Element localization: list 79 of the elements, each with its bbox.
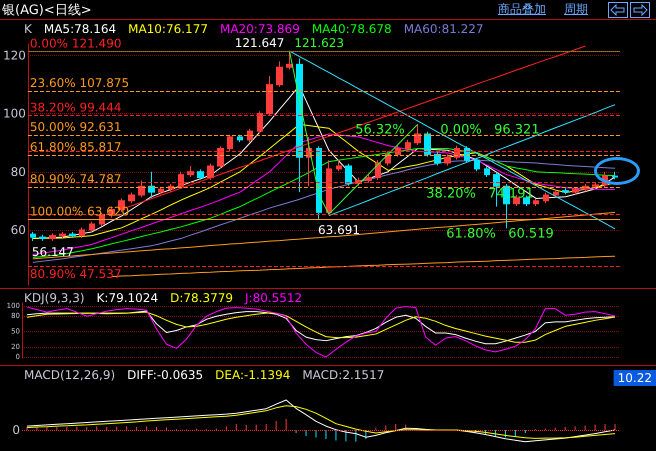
candlestick bbox=[79, 227, 85, 238]
text: MA20:73.869 bbox=[220, 22, 300, 36]
ref-line-label: 23.60% 107.875 bbox=[30, 76, 130, 90]
text: MA40:78.678 bbox=[312, 22, 392, 36]
series-label: D:78.3779 bbox=[170, 291, 233, 305]
legend-title: K bbox=[24, 22, 33, 36]
candlestick bbox=[217, 146, 224, 169]
candlestick bbox=[237, 134, 243, 143]
candlestick bbox=[424, 131, 431, 158]
candlestick bbox=[375, 160, 381, 180]
text: MA60:81.227 bbox=[404, 22, 484, 36]
candlestick bbox=[128, 192, 135, 204]
candlestick bbox=[266, 75, 273, 117]
ref-line-label: 80.90% 47.537 bbox=[30, 267, 122, 282]
candlestick bbox=[276, 60, 283, 88]
candlestick bbox=[553, 189, 559, 198]
line-series bbox=[26, 306, 616, 358]
text: MA10:76.177 bbox=[128, 22, 208, 36]
candlestick bbox=[533, 198, 539, 207]
candlestick bbox=[572, 186, 579, 195]
candlestick bbox=[474, 157, 480, 172]
ref-line-label: 38.20% 99.444 bbox=[30, 100, 122, 114]
series-label: K:79.1024 bbox=[96, 291, 158, 305]
candlestick bbox=[612, 171, 618, 180]
candlestick bbox=[543, 192, 549, 204]
chart-title: KDJ(9,3,3) bbox=[24, 291, 85, 305]
series-label: DEA:-1.1394 bbox=[215, 368, 290, 382]
series-label: J:80.5512 bbox=[244, 291, 302, 305]
candlestick bbox=[158, 186, 164, 195]
legend-title: MACD:2.1517 bbox=[302, 368, 384, 382]
candlestick bbox=[345, 163, 352, 186]
candlestick bbox=[178, 171, 184, 190]
chart-title: MACD(12,26,9) bbox=[24, 368, 116, 382]
text: DIFF:-0.0635 bbox=[127, 368, 204, 382]
candlestick bbox=[395, 145, 401, 158]
text: MA5:78.164 bbox=[44, 22, 116, 36]
candlestick bbox=[197, 168, 204, 180]
candlestick bbox=[434, 152, 441, 166]
candlestick bbox=[69, 231, 76, 238]
y-tick-label: 120 bbox=[3, 48, 26, 63]
candlestick bbox=[484, 166, 490, 178]
candlestick bbox=[30, 231, 36, 242]
candlestick bbox=[286, 50, 293, 70]
annotation: 0.00% 96.321 bbox=[440, 122, 540, 138]
candlestick bbox=[365, 174, 372, 184]
text: 商品叠加 bbox=[498, 1, 546, 18]
candlestick bbox=[187, 165, 194, 178]
ref-line-label: 0.00% 121.490 bbox=[30, 36, 122, 50]
candlestick bbox=[49, 232, 56, 242]
candlestick bbox=[592, 182, 599, 190]
candlestick bbox=[326, 160, 332, 216]
candlestick bbox=[257, 110, 263, 134]
candlestick bbox=[414, 124, 421, 146]
annotation: 56.32% bbox=[355, 122, 405, 138]
y-tick-label: 80 bbox=[10, 164, 26, 179]
candlestick bbox=[444, 154, 451, 166]
candlestick bbox=[316, 146, 322, 220]
annotation: 61.80% 60.519 bbox=[446, 226, 554, 242]
y-tick-label: 60 bbox=[10, 222, 26, 237]
candlestick bbox=[89, 221, 95, 233]
candlestick bbox=[336, 160, 342, 172]
text: 63.691 bbox=[318, 223, 360, 238]
candlestick bbox=[562, 188, 569, 195]
data-label: 121.623 bbox=[294, 36, 344, 50]
y-tick-label: 100 bbox=[3, 106, 26, 121]
ref-line-label: 61.80% 85.817 bbox=[30, 140, 122, 154]
text: 周期 bbox=[564, 1, 588, 18]
line-series bbox=[288, 50, 418, 215]
text: 121.647 bbox=[234, 36, 284, 50]
candlestick bbox=[138, 180, 145, 198]
ref-line-label: 50.00% 92.631 bbox=[30, 120, 122, 134]
candlestick bbox=[247, 128, 253, 143]
candlestick bbox=[59, 231, 66, 238]
candlestick bbox=[39, 234, 46, 242]
candlestick bbox=[405, 139, 411, 152]
text: 10.22 bbox=[618, 371, 652, 385]
candlestick bbox=[207, 163, 214, 180]
candlestick bbox=[227, 134, 233, 152]
chart-title: 银(AG)<日线> bbox=[2, 2, 92, 18]
